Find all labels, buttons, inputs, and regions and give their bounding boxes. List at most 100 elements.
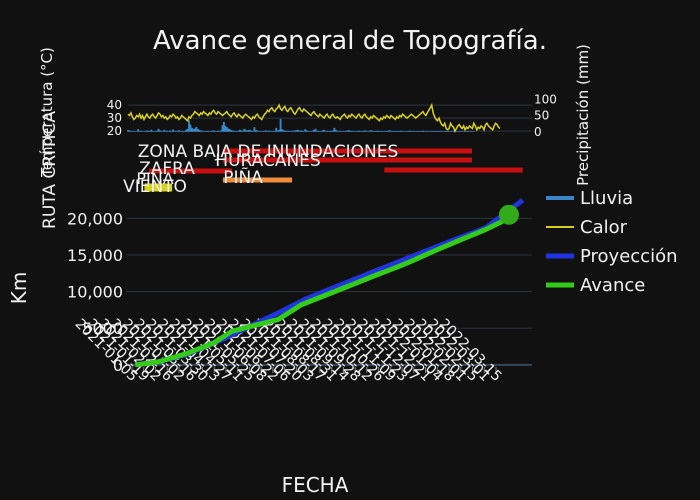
rain-bar <box>446 131 449 132</box>
rain-bar <box>458 131 461 132</box>
rain-bar <box>336 131 339 132</box>
rain-bar <box>262 131 265 132</box>
rain-bar <box>160 131 163 132</box>
rain-bar <box>175 131 177 132</box>
rain-bar <box>391 131 394 132</box>
rain-bar <box>209 131 212 132</box>
rain-bar <box>186 128 189 132</box>
rain-bar <box>377 130 379 132</box>
rain-bar <box>225 127 228 132</box>
rain-bar <box>419 131 422 132</box>
rain-bar <box>218 131 221 132</box>
km-tick-label: 10,000 <box>67 283 123 302</box>
rain-bar <box>196 128 199 132</box>
rain-bar <box>234 131 237 132</box>
rain-bar <box>345 130 347 132</box>
rain-bar <box>440 131 443 132</box>
rain-bar <box>201 130 204 132</box>
rain-bar <box>270 131 273 132</box>
rain-bar <box>353 131 356 132</box>
temperature-tick-label: 40 <box>107 98 122 112</box>
legend-label: Lluvia <box>580 188 633 209</box>
rain-bar <box>404 131 407 132</box>
rain-bar <box>452 131 455 132</box>
rain-bar <box>256 130 259 132</box>
rain-bar <box>129 131 132 132</box>
rain-bar <box>331 130 334 132</box>
rain-bar <box>382 131 385 132</box>
critical-path-label: VIENTO <box>123 177 187 197</box>
rain-bar <box>257 131 260 132</box>
rain-bar <box>143 131 145 132</box>
critical-path-bar <box>149 168 233 174</box>
rain-bar <box>318 131 321 132</box>
rain-bar <box>394 131 397 132</box>
rain-bar <box>465 131 468 132</box>
rain-bar <box>407 131 410 132</box>
rain-bar <box>170 131 173 132</box>
rain-bar <box>311 131 314 132</box>
rain-bar <box>324 131 327 132</box>
rain-bar <box>406 131 408 132</box>
rain-bar <box>372 131 375 132</box>
rain-bar <box>358 130 360 132</box>
rain-bar <box>427 131 430 132</box>
rain-bar <box>227 128 230 132</box>
rain-bar <box>253 127 256 132</box>
rain-bar <box>340 131 343 132</box>
rain-bar <box>384 131 387 132</box>
rain-bar <box>334 129 337 132</box>
rain-bar <box>390 131 392 132</box>
rain-bar <box>193 128 196 132</box>
rain-bar <box>138 131 141 132</box>
rain-bar <box>317 131 320 132</box>
rain-series <box>127 118 475 132</box>
rain-bar <box>295 130 298 132</box>
rain-bar <box>315 130 318 132</box>
precipitation-tick-label: 100 <box>534 92 557 106</box>
rain-bar <box>456 131 459 132</box>
rain-bar <box>236 131 238 132</box>
rain-bar <box>182 131 185 132</box>
rain-bar <box>260 131 263 132</box>
rain-bar <box>400 130 403 132</box>
critical-path-label: HURACANES <box>215 151 320 171</box>
critical-path-label: PIÑA <box>136 169 173 188</box>
critical-path-bar <box>144 186 173 192</box>
rain-bar <box>429 131 432 132</box>
rain-bar <box>298 130 301 132</box>
rain-bar <box>374 131 376 132</box>
rain-bar <box>167 131 170 132</box>
rain-bar <box>302 131 305 132</box>
rain-bar <box>272 131 275 132</box>
km-tick-label: 15,000 <box>67 246 123 265</box>
rain-bar <box>294 130 297 132</box>
rain-bar <box>276 130 279 132</box>
rain-bar <box>221 125 224 132</box>
rain-bar <box>192 129 195 132</box>
rain-bar <box>166 130 169 132</box>
rain-bar <box>426 131 429 132</box>
rain-bar <box>224 125 227 132</box>
rain-bar <box>337 130 340 132</box>
precipitation-tick-label: 0 <box>534 125 542 139</box>
temperature-tick-label: 30 <box>107 111 122 125</box>
rain-bar <box>435 131 437 132</box>
rain-bar <box>388 130 391 132</box>
rain-bar <box>268 130 270 132</box>
rain-bar <box>432 131 435 132</box>
rain-bar <box>467 131 469 132</box>
legend-label: Avance <box>580 275 645 296</box>
rain-bar <box>304 129 307 132</box>
rain-bar <box>366 131 369 132</box>
rain-bar <box>455 131 458 132</box>
rain-bar <box>468 131 471 132</box>
rain-bar <box>153 131 156 132</box>
rain-bar <box>169 130 172 132</box>
rain-bar <box>135 131 138 132</box>
progress-series-line <box>134 212 515 368</box>
rain-bar <box>230 130 233 132</box>
